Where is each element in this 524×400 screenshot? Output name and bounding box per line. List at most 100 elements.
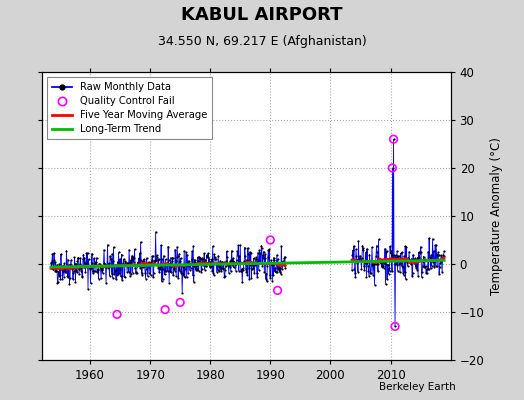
Point (66, 280, 74, 287)
Point (242, 266, 250, 272)
Point (134, 255, 143, 262)
Point (394, 268, 402, 274)
Point (136, 239, 145, 245)
Point (181, 260, 190, 267)
Point (220, 259, 228, 265)
Point (179, 264, 188, 270)
Point (219, 265, 227, 272)
Point (47, 265, 56, 271)
Point (101, 261, 109, 267)
Point (423, 269, 431, 276)
Point (123, 268, 131, 275)
Point (364, 268, 373, 274)
Point (257, 242, 266, 249)
Point (256, 250, 265, 256)
Point (383, 276, 391, 283)
Point (266, 272, 274, 278)
Point (430, 264, 438, 270)
Point (241, 244, 249, 251)
Point (114, 270, 122, 277)
Point (272, 261, 280, 267)
Point (246, 249, 254, 255)
Point (173, 243, 181, 250)
Point (365, 252, 374, 258)
Point (78, 274, 86, 280)
Point (387, 247, 395, 254)
Point (218, 259, 226, 265)
Point (61, 266, 70, 272)
Point (252, 256, 260, 262)
Point (279, 261, 288, 267)
Point (429, 258, 438, 265)
Point (225, 263, 234, 270)
Point (51, 268, 59, 274)
Point (122, 260, 130, 267)
Point (382, 249, 390, 255)
Point (435, 271, 443, 278)
Point (124, 269, 133, 275)
Point (71, 260, 79, 267)
Point (230, 264, 238, 271)
Point (131, 264, 139, 271)
Point (111, 262, 119, 268)
Point (128, 252, 136, 259)
Point (103, 262, 111, 269)
Point (240, 258, 248, 264)
Point (243, 272, 252, 278)
Point (198, 266, 206, 272)
Point (153, 254, 161, 260)
Point (223, 248, 231, 254)
Point (388, 165, 397, 171)
Point (190, 263, 199, 269)
Point (208, 256, 216, 262)
Point (101, 264, 110, 270)
Point (224, 262, 232, 269)
Point (161, 268, 169, 274)
Point (93, 269, 101, 276)
Point (165, 279, 173, 286)
Point (145, 270, 154, 276)
Point (163, 268, 172, 274)
Point (54, 278, 62, 285)
Point (171, 258, 180, 265)
Point (81, 269, 90, 275)
Point (412, 265, 420, 271)
Point (252, 254, 260, 261)
Point (438, 256, 446, 262)
Point (64, 274, 73, 280)
Point (253, 270, 261, 276)
Point (99, 270, 107, 276)
Point (243, 256, 251, 263)
Point (396, 250, 405, 256)
Point (98, 266, 106, 272)
Point (367, 270, 375, 276)
Point (188, 256, 196, 262)
Point (58, 276, 67, 282)
Point (386, 243, 394, 250)
Point (104, 260, 113, 267)
Point (176, 299, 184, 306)
Point (413, 254, 422, 261)
Point (406, 257, 414, 264)
Point (267, 257, 276, 263)
Point (90, 255, 98, 262)
Point (63, 264, 71, 270)
Point (392, 254, 400, 261)
Point (110, 244, 118, 250)
Point (373, 249, 381, 255)
Point (91, 268, 99, 274)
Point (168, 254, 177, 261)
Point (263, 278, 271, 284)
Point (275, 267, 283, 273)
Point (142, 266, 150, 272)
Point (364, 262, 372, 269)
Point (388, 165, 397, 171)
Point (409, 256, 418, 263)
Point (68, 264, 76, 271)
Point (126, 257, 135, 263)
Point (356, 252, 364, 259)
Point (102, 263, 111, 270)
Point (411, 262, 420, 269)
Point (139, 256, 148, 262)
Point (121, 274, 129, 280)
